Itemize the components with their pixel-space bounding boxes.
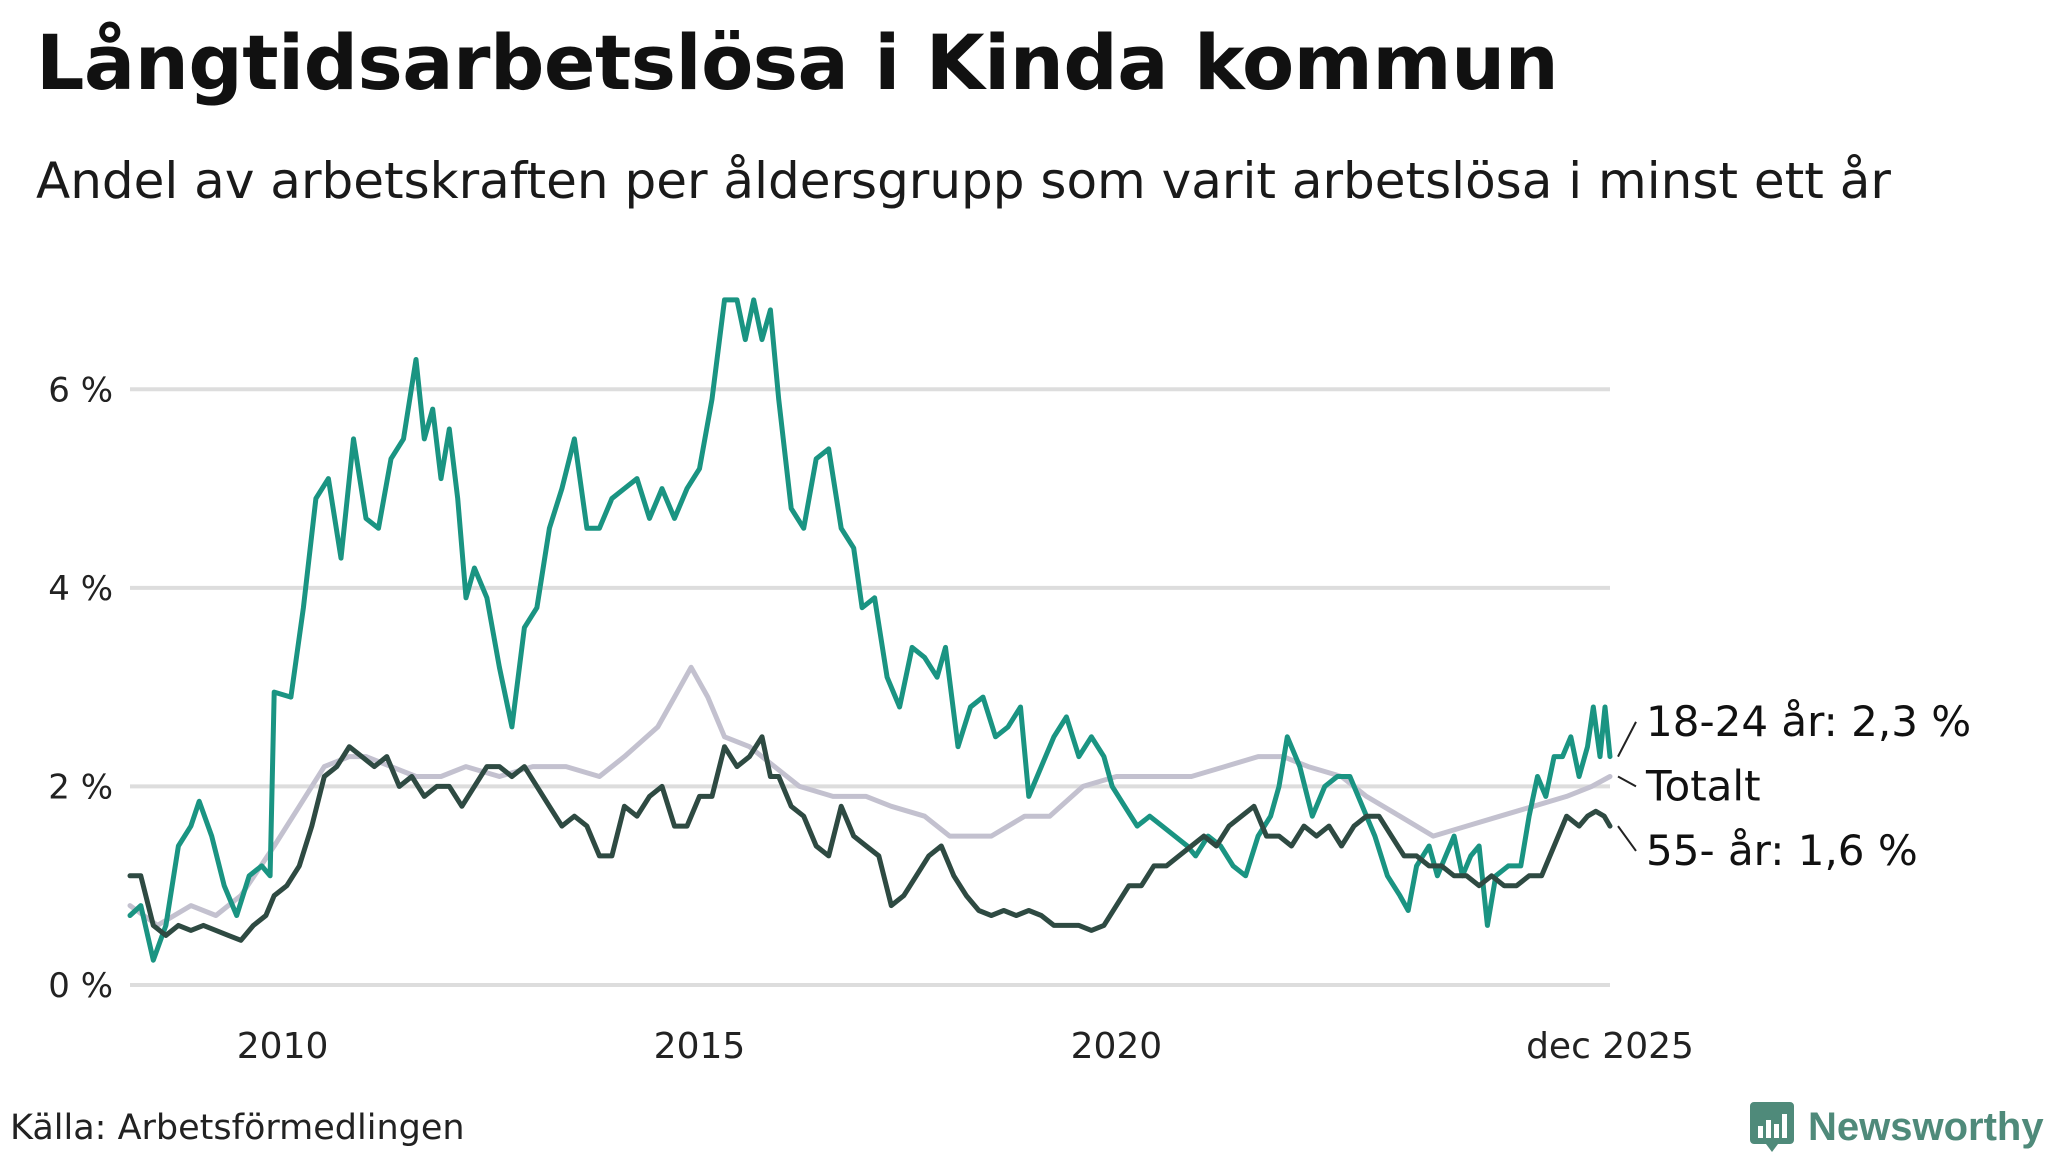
x-tick-label: 2015 bbox=[654, 1026, 746, 1067]
chart-title: Långtidsarbetslösa i Kinda kommun bbox=[36, 18, 1559, 107]
x-axis-ticks: 2010 2015 2020 dec 2025 bbox=[237, 1026, 1694, 1067]
series-end-label: 18-24 år: 2,3 % bbox=[1646, 697, 1971, 746]
brand-logo: Newsworthy bbox=[1750, 1100, 2044, 1154]
chart-subtitle: Andel av arbetskraften per åldersgrupp s… bbox=[36, 152, 1891, 210]
y-tick-label: 6 % bbox=[48, 370, 113, 410]
series-labels: Totalt 18-24 år: 2,3 % 55- år: 1,6 % bbox=[1617, 697, 1971, 875]
y-tick-label: 2 % bbox=[48, 767, 113, 807]
series-line-2 bbox=[127, 734, 1613, 943]
label-leader bbox=[1617, 775, 1637, 788]
label-leader bbox=[1617, 825, 1637, 852]
x-tick-label: 2010 bbox=[237, 1026, 329, 1067]
x-tick-label: 2020 bbox=[1071, 1026, 1163, 1067]
bar-chart-badge-icon bbox=[1750, 1102, 1794, 1152]
series-line-0 bbox=[127, 664, 1613, 928]
series-line-1 bbox=[127, 297, 1613, 963]
y-tick-label: 4 % bbox=[48, 569, 113, 609]
source-note: Källa: Arbetsförmedlingen bbox=[10, 1108, 465, 1148]
series-end-label: 55- år: 1,6 % bbox=[1646, 826, 1918, 875]
brand-name: Newsworthy bbox=[1808, 1104, 2044, 1149]
series-lines bbox=[127, 297, 1613, 963]
x-tick-label: dec 2025 bbox=[1526, 1026, 1694, 1067]
y-axis-ticks: 0 % 2 % 4 % 6 % bbox=[48, 370, 113, 1006]
label-leader bbox=[1617, 721, 1637, 758]
line-chart: 0 % 2 % 4 % 6 % 2010 2015 2020 dec 2025 Totalt… bbox=[48, 297, 1971, 1067]
gridlines bbox=[130, 387, 1610, 987]
series-end-label: Totalt bbox=[1645, 761, 1761, 810]
y-tick-label: 0 % bbox=[48, 966, 113, 1006]
